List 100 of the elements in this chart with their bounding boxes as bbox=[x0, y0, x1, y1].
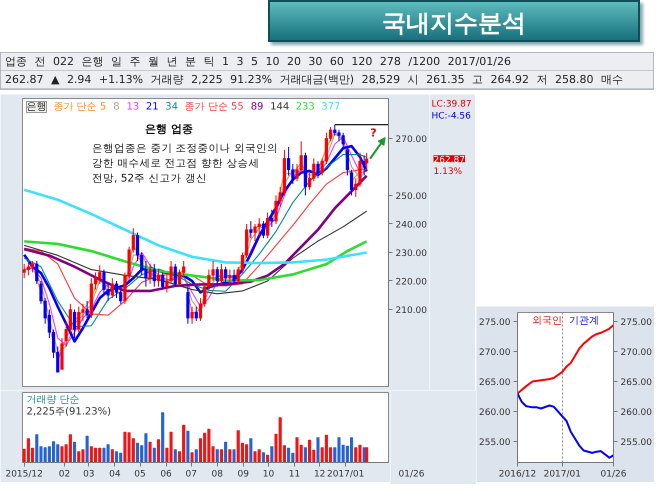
text: 거래량 단순 bbox=[26, 394, 80, 406]
bar bbox=[278, 417, 282, 462]
candlestick bbox=[228, 269, 232, 284]
text: 1.13% bbox=[434, 166, 463, 177]
y2-tick-label: 265.00 bbox=[620, 378, 652, 388]
candlestick bbox=[266, 212, 270, 239]
y2-tick-label: 270.00 bbox=[620, 348, 652, 358]
text: HC:-4.56 bbox=[432, 112, 472, 122]
bar bbox=[174, 449, 177, 462]
line-series bbox=[518, 392, 614, 459]
bar bbox=[81, 449, 84, 462]
candlestick bbox=[174, 263, 177, 288]
bar bbox=[228, 449, 232, 462]
candlestick bbox=[98, 264, 102, 284]
y-tick-label: 230.00 bbox=[396, 248, 428, 259]
bar bbox=[358, 444, 362, 462]
x-tick-label: 02 bbox=[58, 470, 70, 480]
bar bbox=[110, 449, 114, 462]
candlestick bbox=[274, 194, 278, 224]
annotation: ? bbox=[370, 126, 377, 140]
text: 21 bbox=[146, 102, 159, 112]
candlestick bbox=[287, 146, 290, 176]
line-series bbox=[22, 174, 368, 292]
line-series bbox=[24, 210, 368, 294]
x-tick-label: 09 bbox=[238, 470, 250, 480]
text: 8 bbox=[113, 102, 120, 112]
bar bbox=[68, 434, 72, 462]
candlestick bbox=[72, 309, 76, 339]
text: 89 bbox=[250, 102, 264, 112]
x-tick-label: 05 bbox=[134, 470, 146, 480]
bar bbox=[216, 449, 219, 462]
text: 377 bbox=[321, 102, 340, 112]
candlestick bbox=[258, 218, 261, 236]
y2-tick-label: 255.00 bbox=[620, 438, 652, 448]
text: 국내지수분석 bbox=[268, 0, 640, 42]
candlestick bbox=[110, 278, 114, 299]
x-tick-label: 2017/01 bbox=[326, 470, 364, 480]
candlestick bbox=[270, 209, 274, 228]
candlestick bbox=[77, 306, 80, 333]
x-tick-label: 06 bbox=[160, 470, 172, 480]
bar bbox=[123, 432, 126, 462]
x-tick-label: 04 bbox=[109, 470, 121, 480]
candlestick bbox=[358, 152, 362, 188]
text: 13 bbox=[126, 102, 140, 112]
candlestick bbox=[35, 260, 38, 284]
bar bbox=[26, 438, 30, 462]
bar bbox=[148, 442, 152, 462]
candlestick bbox=[333, 124, 336, 136]
x-tick-label: 08 bbox=[212, 470, 224, 480]
bar bbox=[119, 452, 122, 462]
bar bbox=[232, 449, 236, 462]
candlestick bbox=[350, 169, 354, 196]
candlestick bbox=[365, 152, 368, 171]
candlestick bbox=[114, 280, 118, 299]
bar bbox=[203, 432, 206, 462]
y-tick-label: 275.00 bbox=[479, 318, 511, 328]
bar bbox=[258, 449, 261, 462]
bar bbox=[170, 432, 173, 462]
bar bbox=[266, 454, 270, 462]
candlestick bbox=[216, 266, 219, 288]
bar bbox=[56, 444, 60, 462]
bar bbox=[72, 442, 76, 462]
bar bbox=[224, 442, 228, 462]
bar bbox=[60, 446, 64, 462]
x-tick-label: 01/26 bbox=[600, 470, 627, 480]
bar bbox=[270, 446, 274, 462]
x-tick-label: 2015/12 bbox=[5, 470, 43, 480]
candlestick bbox=[178, 269, 182, 288]
line-series bbox=[22, 188, 368, 264]
bar bbox=[114, 451, 118, 462]
bar bbox=[94, 448, 98, 462]
y-tick-label: 255.00 bbox=[479, 438, 511, 448]
bar bbox=[324, 434, 328, 462]
bar bbox=[287, 448, 290, 462]
text: 233 bbox=[296, 102, 315, 112]
bar bbox=[236, 430, 240, 462]
y2-tick-label: 275.00 bbox=[620, 318, 652, 328]
candlestick bbox=[249, 220, 252, 239]
text: 144 bbox=[270, 102, 290, 112]
y-tick-label: 270.00 bbox=[396, 134, 428, 145]
candlestick bbox=[30, 260, 34, 273]
x-tick-label: 11 bbox=[288, 470, 300, 480]
candlestick bbox=[316, 160, 320, 179]
x-tick-label: 12 bbox=[314, 470, 326, 480]
bar bbox=[295, 437, 299, 462]
candlestick bbox=[194, 306, 198, 322]
bar bbox=[190, 452, 194, 462]
bar bbox=[304, 447, 307, 462]
y-tick-label: 220.00 bbox=[396, 277, 428, 288]
bar bbox=[156, 439, 160, 462]
text: 종가 단순 55 bbox=[184, 102, 244, 112]
candlestick bbox=[220, 263, 224, 284]
candlestick bbox=[169, 260, 173, 284]
bar bbox=[106, 444, 110, 462]
text: 은행 업종 bbox=[144, 122, 193, 136]
bar bbox=[98, 448, 102, 462]
text: 은행업종은 중기 조정중이나 외국인의 강한 매수세로 전고점 향한 상승세 전망, 52주 신고가 갱신 bbox=[92, 142, 278, 184]
legend-title: 은행 bbox=[26, 102, 46, 112]
candlestick bbox=[224, 266, 228, 284]
bar bbox=[308, 440, 312, 462]
